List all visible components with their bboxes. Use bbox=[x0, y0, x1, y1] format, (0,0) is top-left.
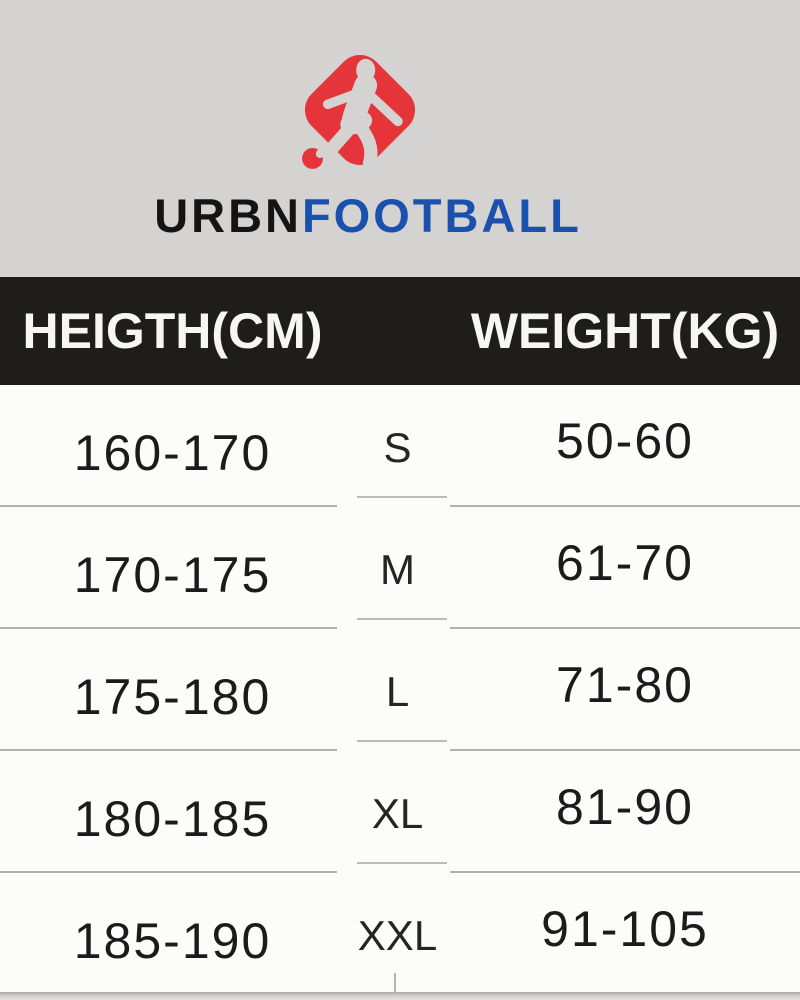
row-divider bbox=[0, 992, 800, 994]
row-divider bbox=[0, 505, 337, 507]
table-row-xxl: 185-190 XXL 91-105 bbox=[0, 873, 800, 995]
row-divider bbox=[0, 749, 337, 751]
size-chart-table: 160-170 S 50-60 170-175 M 61-70 175-180 … bbox=[0, 385, 800, 995]
brand-name-secondary: FOOTBALL bbox=[301, 189, 582, 242]
row-divider bbox=[357, 740, 447, 742]
size-cell: L bbox=[385, 668, 410, 715]
size-cell: S bbox=[383, 424, 412, 471]
table-row-m: 170-175 M 61-70 bbox=[0, 507, 800, 629]
brand-logo-icon bbox=[302, 54, 416, 172]
column-divider-tick-bottom bbox=[394, 973, 396, 997]
player-head-shape bbox=[356, 58, 376, 82]
size-chart-header-row: HEIGTH(CM) WEIGHT(KG) bbox=[0, 277, 800, 385]
row-divider bbox=[0, 627, 337, 629]
player-shorts-shape bbox=[340, 110, 373, 135]
bottom-edge-strip bbox=[0, 994, 800, 1000]
brand-name: URBNFOOTBALL bbox=[0, 188, 736, 243]
height-cell: 170-175 bbox=[73, 547, 272, 603]
weight-cell: 81-90 bbox=[556, 779, 694, 835]
size-cell: M bbox=[380, 546, 415, 593]
row-divider bbox=[357, 496, 447, 498]
column-header-height: HEIGTH(CM) bbox=[22, 303, 323, 359]
height-cell: 185-190 bbox=[73, 913, 272, 969]
column-header-weight: WEIGHT(KG) bbox=[470, 303, 780, 359]
brand-name-primary: URBN bbox=[154, 189, 302, 242]
row-divider bbox=[450, 505, 800, 507]
size-cell: XXL bbox=[357, 912, 438, 959]
weight-cell: 71-80 bbox=[556, 657, 694, 713]
row-divider bbox=[450, 627, 800, 629]
row-divider bbox=[450, 749, 800, 751]
table-row-xl: 180-185 XL 81-90 bbox=[0, 751, 800, 873]
row-divider bbox=[357, 862, 447, 864]
height-cell: 160-170 bbox=[73, 425, 272, 481]
height-cell: 175-180 bbox=[73, 669, 272, 725]
size-cell: XL bbox=[371, 790, 424, 837]
weight-cell: 91-105 bbox=[541, 901, 709, 957]
row-divider bbox=[0, 871, 337, 873]
row-divider bbox=[357, 618, 447, 620]
brand-header: URBNFOOTBALL bbox=[0, 0, 800, 277]
height-cell: 180-185 bbox=[73, 791, 272, 847]
row-divider bbox=[450, 871, 800, 873]
weight-cell: 61-70 bbox=[556, 535, 694, 591]
table-row-s: 160-170 S 50-60 bbox=[0, 385, 800, 507]
table-row-l: 175-180 L 71-80 bbox=[0, 629, 800, 751]
weight-cell: 50-60 bbox=[556, 413, 694, 469]
